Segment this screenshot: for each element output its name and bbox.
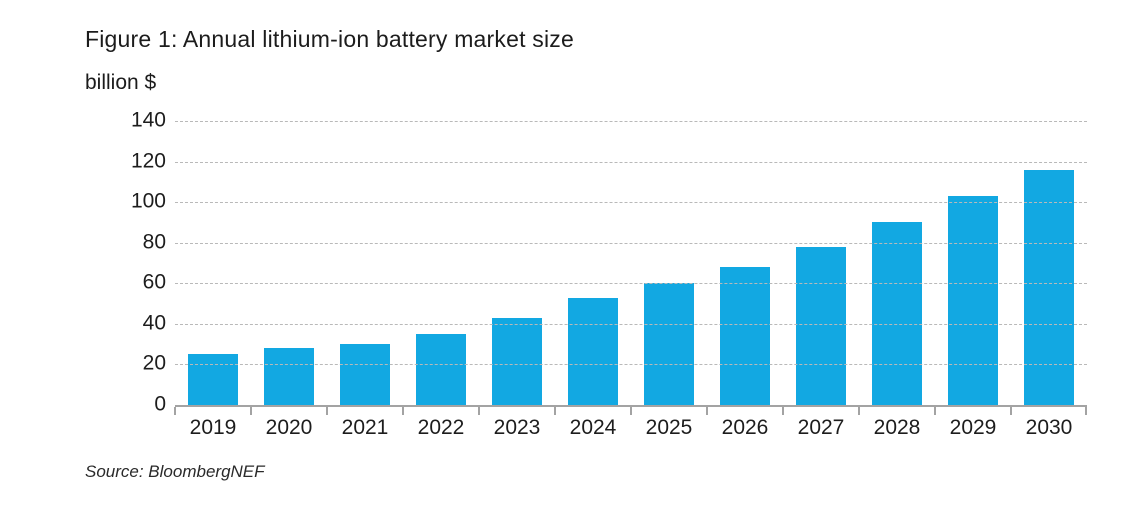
- bar-slot-2023: [479, 121, 555, 405]
- figure-title: Figure 1: Annual lithium-ion battery mar…: [85, 26, 574, 52]
- y-tick-label-60: 60: [142, 270, 166, 294]
- bar-2029: [947, 196, 999, 405]
- gridline-100: [175, 202, 1087, 204]
- bar-slot-2019: [175, 121, 251, 405]
- x-tick-label-2020: 2020: [265, 416, 313, 439]
- x-axis-tick-6: [630, 407, 632, 415]
- gridline-140: [175, 121, 1087, 122]
- x-axis-tick-12: [1085, 407, 1087, 415]
- gridline-80: [175, 242, 1087, 244]
- x-axis-tick-2: [325, 407, 328, 415]
- x-tick-label-2028: 2028: [873, 416, 921, 439]
- x-tick-label-2026: 2026: [721, 416, 769, 439]
- x-tick-label-2021: 2021: [341, 416, 389, 439]
- bars: [175, 121, 1087, 405]
- x-axis-tick-3: [402, 407, 404, 415]
- bar-slot-2025: [631, 121, 707, 405]
- bar-slot-2029: [935, 121, 1011, 405]
- bar-slot-2030: [1011, 121, 1087, 405]
- bar-2026: [719, 267, 771, 405]
- x-axis-tick-11: [1010, 407, 1012, 415]
- x-axis-labels: 2019 2020 2021 2022 2023 2024 2025 2026 2027 2028…: [175, 416, 1087, 440]
- x-tick-label-2023: 2023: [493, 416, 541, 439]
- bar-2023: [491, 317, 543, 405]
- x-tick-label-2025: 2025: [645, 416, 693, 439]
- bar-slot-2021: [327, 121, 403, 405]
- bar-2021: [339, 344, 391, 405]
- x-axis-tick-4: [477, 407, 480, 415]
- x-axis-tick-0: [174, 407, 176, 415]
- y-tick-label-40: 40: [142, 311, 166, 335]
- bar-2024: [567, 297, 619, 405]
- gridline-120: [175, 161, 1087, 163]
- bar-slot-2024: [555, 121, 631, 405]
- bar-2030: [1023, 169, 1075, 405]
- bar-slot-2026: [707, 121, 783, 405]
- x-tick-label-2019: 2019: [189, 416, 237, 439]
- bar-2025: [643, 283, 695, 405]
- gridline-60: [175, 283, 1087, 285]
- bar-2027: [795, 246, 847, 405]
- x-tick-label-2027: 2027: [797, 416, 845, 439]
- y-tick-label-120: 120: [130, 149, 166, 173]
- y-tick-label-20: 20: [142, 351, 166, 375]
- bar-slot-2022: [403, 121, 479, 405]
- x-tick-label-2022: 2022: [417, 416, 465, 439]
- y-tick-label-100: 100: [130, 189, 166, 213]
- x-axis-tick-1: [249, 407, 252, 415]
- y-tick-label-140: 140: [130, 108, 166, 132]
- y-axis-labels: 0 20 40 60 80 100 120 140: [0, 109, 166, 416]
- x-tick-label-2029: 2029: [949, 416, 997, 439]
- gridline-20: [175, 364, 1087, 366]
- bar-2020: [263, 348, 315, 405]
- x-tick-label-2024: 2024: [569, 416, 617, 439]
- x-axis-tick-7: [706, 407, 708, 415]
- y-tick-label-0: 0: [154, 392, 166, 416]
- source-caption: Source: BloombergNEF: [85, 462, 265, 481]
- bar-slot-2027: [783, 121, 859, 405]
- y-axis-unit-label: billion $: [85, 71, 157, 94]
- x-axis-tick-5: [554, 407, 556, 415]
- x-axis-tick-8: [781, 407, 784, 415]
- bar-2028: [871, 222, 923, 405]
- bar-slot-2020: [251, 121, 327, 405]
- x-axis-tick-9: [858, 407, 860, 415]
- plot-area: [174, 121, 1087, 415]
- y-tick-label-80: 80: [142, 230, 166, 254]
- gridline-40: [175, 323, 1087, 325]
- x-tick-label-2030: 2030: [1025, 416, 1073, 439]
- bar-2022: [415, 334, 467, 405]
- bar-slot-2028: [859, 121, 935, 405]
- x-axis-tick-10: [934, 407, 936, 415]
- bar-2019: [187, 354, 239, 405]
